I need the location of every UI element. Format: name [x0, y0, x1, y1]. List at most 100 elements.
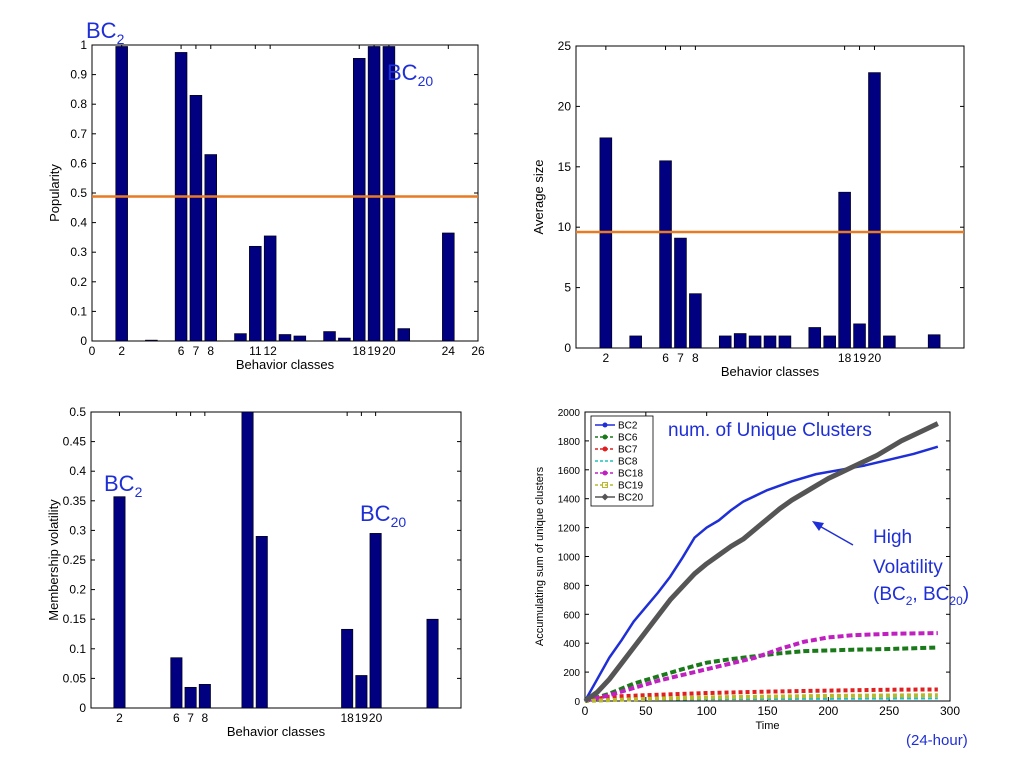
- y-tick-label: 400: [563, 639, 580, 650]
- legend-label: BC8: [618, 457, 638, 468]
- y-tick-label: 0.4: [69, 464, 86, 478]
- y-tick-label: 1800: [558, 437, 581, 448]
- bar: [249, 245, 262, 342]
- x-tick-label: 150: [757, 704, 777, 718]
- x-tick-label: 19: [853, 351, 867, 365]
- annotation-high-line1: High: [873, 527, 912, 548]
- x-axis-label: Behavior classes: [721, 364, 820, 379]
- x-tick-label: 19: [355, 711, 369, 725]
- unique-clusters-chart: 0 200 400 600 800 1000 1200 1400 1600 1800 2000 0 50…: [534, 408, 960, 732]
- series-line-bc6: [584, 645, 938, 703]
- x-tick-label: 6: [178, 344, 185, 358]
- x-tick-label: 50: [639, 704, 653, 718]
- x-tick-label: 20: [868, 351, 882, 365]
- annotation-high-line2: Volatility: [873, 557, 943, 578]
- bar: [255, 536, 268, 709]
- x-tick-label: 300: [940, 704, 960, 718]
- legend-marker: [601, 493, 609, 501]
- bar: [145, 339, 158, 342]
- x-tick-label: 8: [692, 351, 699, 365]
- x-tick-label: 7: [187, 711, 194, 725]
- bar: [659, 160, 672, 349]
- y-tick-label: 600: [563, 610, 580, 621]
- bar: [189, 95, 203, 342]
- bar: [352, 58, 366, 342]
- series-line-bc19: [584, 693, 938, 703]
- y-axis-label: Membership volatility: [46, 499, 61, 621]
- legend-marker: [602, 446, 608, 452]
- y-tick-label: 0.35: [63, 494, 87, 508]
- bar: [599, 137, 613, 349]
- y-tick-label: 0.1: [69, 642, 86, 656]
- membership-volatility-chart: 0 0.05 0.1 0.15 0.2 0.25 0.3 0.35 0.4 0.45 0.5 2 6 7 8…: [46, 405, 462, 739]
- y-tick-label: 0.15: [63, 612, 87, 626]
- x-tick-label: 6: [662, 351, 669, 365]
- x-tick-label: 0: [582, 704, 589, 718]
- y-tick-label: 1000: [558, 553, 581, 564]
- bar: [341, 628, 354, 709]
- bar: [293, 335, 307, 342]
- plot-frame: [90, 411, 462, 709]
- bar: [442, 232, 455, 342]
- bar: [718, 335, 732, 349]
- legend-label: BC19: [618, 481, 643, 492]
- y-tick-label: 0.4: [70, 216, 87, 230]
- series-line-bc7: [584, 687, 938, 703]
- y-tick-label: 200: [563, 668, 580, 679]
- y-tick-label: 15: [558, 160, 572, 174]
- bar: [115, 46, 128, 342]
- y-tick-label: 0: [564, 341, 571, 355]
- y-tick-label: 0.7: [70, 127, 87, 141]
- x-tick-label: 18: [838, 351, 852, 365]
- legend-marker: [602, 470, 608, 476]
- bar: [778, 335, 792, 349]
- legend-box: [590, 415, 654, 507]
- legend-label: BC20: [618, 493, 643, 504]
- x-tick-label: 7: [677, 351, 684, 365]
- bar: [367, 46, 381, 342]
- y-tick-label: 0.3: [69, 523, 86, 537]
- annotation-bc2-popularity: BC2: [86, 18, 125, 47]
- y-axis-label: Accumulating sum of unique clusters: [534, 466, 546, 646]
- y-tick-label: 2000: [558, 408, 581, 419]
- y-tick-label: 1600: [558, 466, 581, 477]
- annotation-arrow-head: [812, 521, 824, 531]
- y-tick-label: 800: [563, 581, 580, 592]
- y-tick-label: 25: [558, 39, 572, 53]
- y-tick-label: 10: [558, 220, 572, 234]
- bar: [278, 334, 292, 342]
- x-tick-label: 19: [367, 344, 381, 358]
- y-tick-label: 1: [80, 38, 87, 52]
- annotation-high-line3: (BC2, BC20): [873, 584, 969, 608]
- y-tick-label: 0.8: [70, 97, 87, 111]
- bar: [883, 335, 896, 349]
- bar: [808, 327, 822, 349]
- bar: [868, 72, 881, 349]
- legend-label: BC18: [618, 469, 643, 480]
- y-tick-label: 0.25: [63, 553, 87, 567]
- y-tick-label: 0.5: [70, 186, 87, 200]
- x-tick-label: 18: [340, 711, 354, 725]
- x-tick-label: 20: [382, 344, 396, 358]
- bar: [763, 335, 777, 349]
- x-tick-label: 200: [818, 704, 838, 718]
- bar: [382, 46, 396, 342]
- x-tick-label: 20: [369, 711, 383, 725]
- legend-marker: [602, 434, 608, 440]
- bar: [426, 618, 439, 709]
- x-tick-label: 6: [173, 711, 180, 725]
- bar: [748, 335, 762, 349]
- bar: [241, 411, 254, 709]
- x-axis-label: Behavior classes: [227, 724, 326, 739]
- y-tick-label: 0: [80, 334, 87, 348]
- bar: [323, 331, 336, 342]
- bar: [198, 684, 211, 709]
- y-tick-label: 20: [558, 99, 572, 113]
- y-tick-label: 1200: [558, 524, 581, 535]
- y-tick-label: 0.3: [70, 245, 87, 259]
- legend-label: BC6: [618, 433, 638, 444]
- y-tick-label: 0.5: [69, 405, 86, 419]
- x-tick-label: 2: [603, 351, 610, 365]
- bar: [234, 333, 247, 342]
